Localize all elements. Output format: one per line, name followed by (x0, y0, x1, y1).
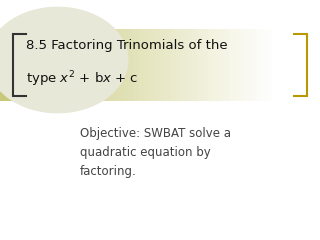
Bar (304, 29, 309, 101)
Circle shape (0, 7, 128, 113)
Bar (21, 29, 27, 101)
Bar (96, 29, 101, 101)
Bar (0, 29, 5, 101)
Bar (213, 29, 219, 101)
Bar (59, 29, 64, 101)
Bar (69, 29, 75, 101)
Bar (107, 29, 112, 101)
Bar (235, 29, 240, 101)
Bar (203, 29, 208, 101)
Bar (53, 29, 59, 101)
Bar (187, 29, 192, 101)
Bar (75, 29, 80, 101)
Bar (261, 29, 267, 101)
Bar (315, 29, 320, 101)
Bar (283, 29, 288, 101)
Bar (192, 29, 197, 101)
Bar (85, 29, 91, 101)
Bar (112, 29, 117, 101)
Bar (293, 29, 299, 101)
Text: 8.5 Factoring Trinomials of the: 8.5 Factoring Trinomials of the (26, 39, 227, 52)
Bar (43, 29, 48, 101)
Bar (165, 29, 171, 101)
Bar (155, 29, 160, 101)
Text: type $x^2$ + b$x$ + c: type $x^2$ + b$x$ + c (26, 69, 138, 89)
Bar (176, 29, 181, 101)
Bar (309, 29, 315, 101)
Bar (197, 29, 203, 101)
Bar (224, 29, 229, 101)
Bar (288, 29, 293, 101)
Bar (181, 29, 187, 101)
Bar (80, 29, 85, 101)
Bar (171, 29, 176, 101)
Bar (277, 29, 283, 101)
Bar (139, 29, 144, 101)
Bar (267, 29, 272, 101)
Bar (256, 29, 261, 101)
Bar (64, 29, 69, 101)
Bar (272, 29, 277, 101)
Bar (219, 29, 224, 101)
Bar (32, 29, 37, 101)
Bar (5, 29, 11, 101)
Bar (101, 29, 107, 101)
Bar (144, 29, 149, 101)
Bar (133, 29, 139, 101)
Bar (149, 29, 155, 101)
Bar (160, 29, 165, 101)
Bar (117, 29, 123, 101)
Bar (123, 29, 128, 101)
Bar (16, 29, 21, 101)
Bar (11, 29, 16, 101)
Bar (208, 29, 213, 101)
Bar (27, 29, 32, 101)
Bar (251, 29, 256, 101)
Bar (128, 29, 133, 101)
Bar (48, 29, 53, 101)
Bar (299, 29, 304, 101)
Text: Objective: SWBAT solve a
quadratic equation by
factoring.: Objective: SWBAT solve a quadratic equat… (80, 127, 231, 178)
Bar (240, 29, 245, 101)
Bar (91, 29, 96, 101)
Bar (245, 29, 251, 101)
Bar (37, 29, 43, 101)
Bar (229, 29, 235, 101)
